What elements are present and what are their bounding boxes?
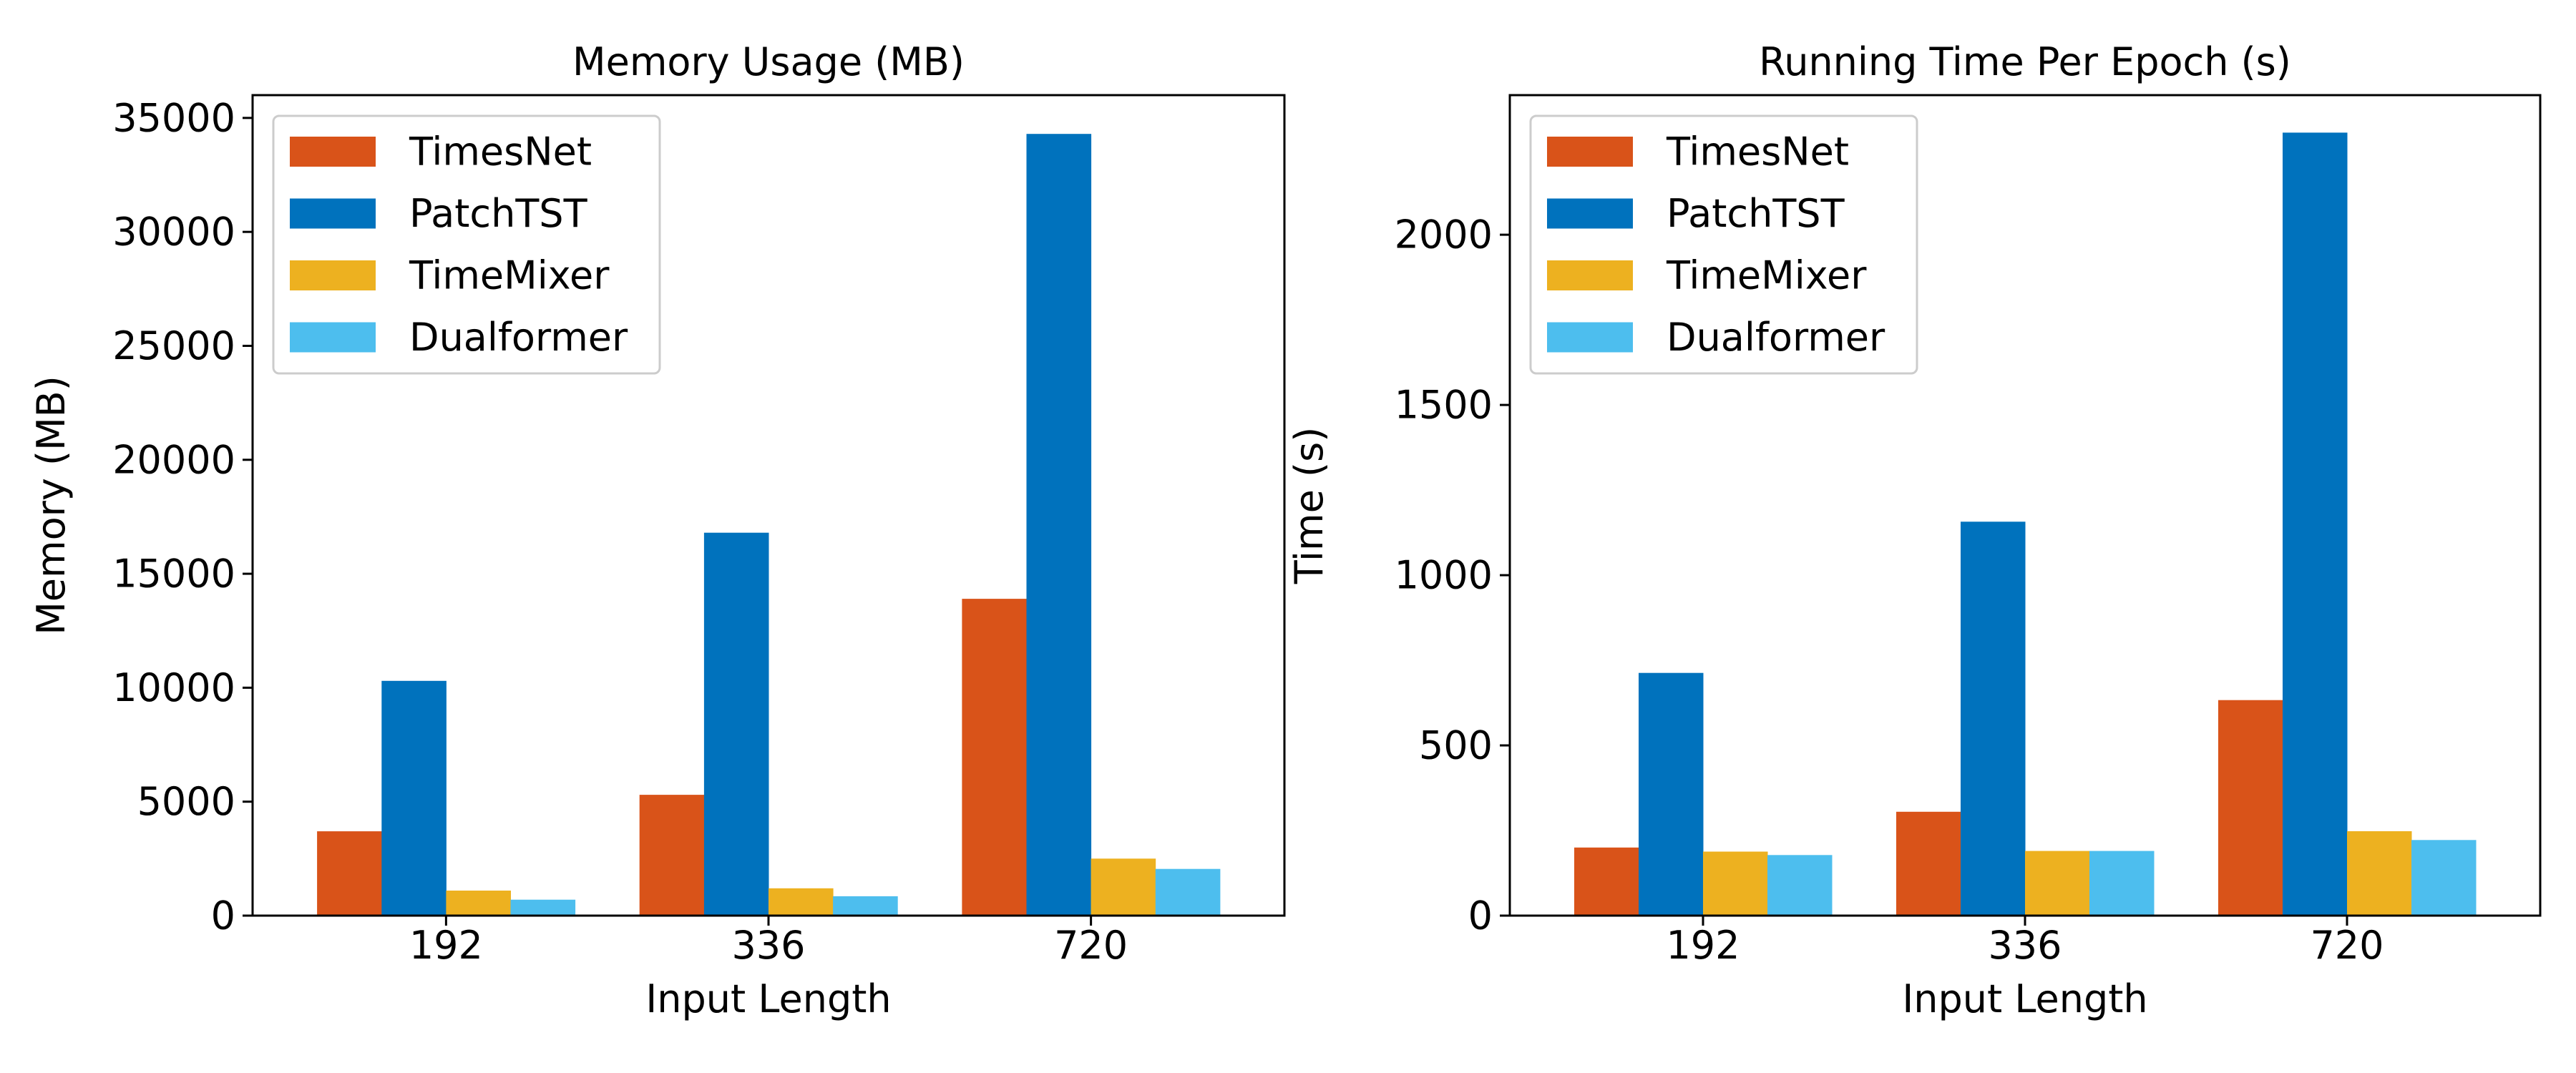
- y-tick-label: 5000: [137, 779, 235, 824]
- bar-timesnet-336: [1896, 811, 1961, 916]
- y-axis-label: Memory (MB): [29, 376, 74, 635]
- bar-timemixer-336: [2025, 851, 2090, 916]
- y-tick-label: 30000: [112, 210, 235, 255]
- chart-title: Memory Usage (MB): [572, 39, 965, 84]
- x-tick-label: 192: [409, 923, 483, 968]
- bar-timesnet-336: [639, 795, 705, 916]
- legend-swatch-patchtst: [1547, 198, 1633, 229]
- bar-dualformer-336: [833, 896, 898, 916]
- legend-box: [1529, 114, 1918, 375]
- bar-timemixer-720: [2347, 831, 2412, 916]
- y-axis-label: Time (s): [1287, 427, 1332, 585]
- legend-swatch-patchtst: [290, 198, 376, 229]
- bar-dualformer-720: [2411, 840, 2477, 916]
- x-tick-label: 720: [2310, 923, 2384, 968]
- x-axis-label: Input Length: [1902, 976, 2147, 1021]
- legend-swatch-dualformer: [290, 322, 376, 353]
- y-tick-label: 1500: [1395, 383, 1493, 428]
- x-tick-label: 192: [1666, 923, 1740, 968]
- bar-dualformer-336: [2089, 851, 2155, 916]
- y-tick-label: 2000: [1395, 212, 1493, 258]
- bar-patchtst-336: [1961, 521, 2026, 916]
- legend-swatch-timesnet: [1547, 137, 1633, 167]
- bar-dualformer-192: [1767, 855, 1833, 916]
- legend-label-timemixer: TimeMixer: [1666, 253, 1867, 298]
- legend: TimesNet PatchTST TimeMixer Dualformer: [1529, 114, 1918, 375]
- memory-usage-chart: 0 5000 10000 15000 20000 25000 30000 35000 192 33…: [29, 39, 1286, 1021]
- bar-timemixer-336: [769, 888, 834, 916]
- y-tick-label: 15000: [112, 552, 235, 597]
- y-tick-label: 25000: [112, 323, 235, 368]
- x-axis-label: Input Length: [645, 976, 891, 1021]
- y-tick-label: 0: [211, 893, 235, 939]
- legend-label-timesnet: TimesNet: [1666, 129, 1849, 175]
- y-tick-label: 1000: [1395, 553, 1493, 598]
- bar-patchtst-192: [381, 680, 447, 916]
- running-time-chart: 0 500 1000 1500 2000 192 336 720 Running Time Pe…: [1287, 39, 2542, 1021]
- bar-patchtst-720: [2283, 132, 2348, 916]
- x-tick-label: 336: [731, 923, 805, 968]
- x-tick-label: 720: [1054, 923, 1128, 968]
- bar-timemixer-720: [1091, 858, 1156, 916]
- y-tick-label: 0: [1468, 893, 1493, 939]
- x-tick-label: 336: [1988, 923, 2062, 968]
- legend-label-dualformer: Dualformer: [1667, 315, 1885, 360]
- legend-label-patchtst: PatchTST: [1667, 191, 1845, 236]
- bar-timesnet-720: [962, 599, 1027, 916]
- legend-label-timesnet: TimesNet: [409, 129, 592, 175]
- legend: TimesNet PatchTST TimeMixer Dualformer: [272, 114, 661, 375]
- y-tick-label: 35000: [112, 95, 235, 140]
- legend-label-dualformer: Dualformer: [409, 315, 628, 360]
- bar-patchtst-720: [1026, 134, 1092, 916]
- chart-title: Running Time Per Epoch (s): [1759, 39, 2291, 84]
- bar-timemixer-192: [446, 891, 511, 916]
- bar-timemixer-192: [1703, 851, 1768, 916]
- legend-label-patchtst: PatchTST: [409, 191, 588, 236]
- bar-timesnet-192: [1574, 847, 1639, 916]
- y-tick-label: 10000: [112, 665, 235, 710]
- legend-swatch-timesnet: [290, 137, 376, 167]
- legend-box: [272, 114, 661, 375]
- legend-label-timemixer: TimeMixer: [409, 253, 610, 298]
- bar-patchtst-192: [1639, 672, 1704, 916]
- bar-timesnet-192: [317, 831, 382, 916]
- legend-swatch-timemixer: [1547, 260, 1633, 290]
- bar-dualformer-192: [510, 899, 576, 916]
- bar-patchtst-336: [703, 532, 769, 916]
- bar-timesnet-720: [2218, 700, 2283, 916]
- bar-dualformer-720: [1155, 868, 1221, 916]
- legend-swatch-timemixer: [290, 260, 376, 290]
- y-tick-label: 500: [1419, 723, 1493, 768]
- legend-swatch-dualformer: [1547, 322, 1633, 353]
- y-tick-label: 20000: [112, 437, 235, 482]
